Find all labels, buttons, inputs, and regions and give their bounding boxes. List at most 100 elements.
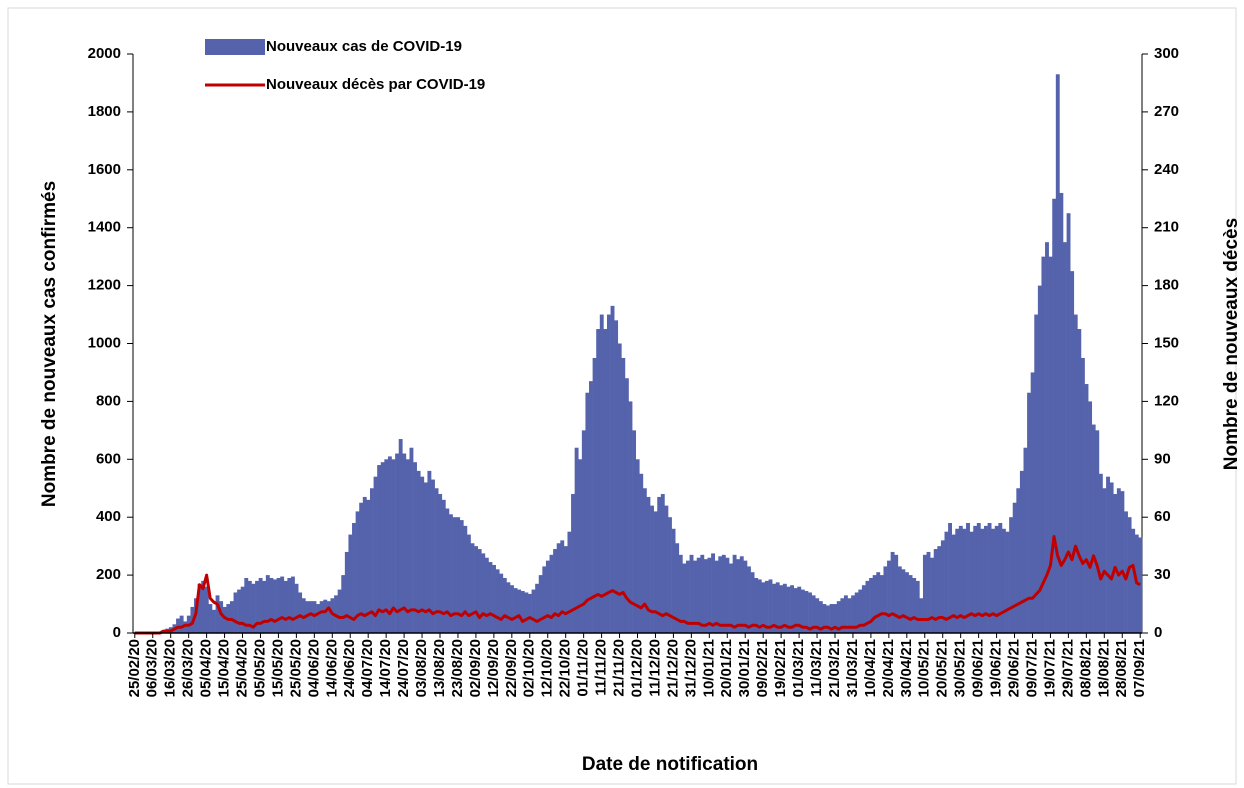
x-tick-label: 09/07/21 <box>1023 639 1040 697</box>
bar <box>858 589 863 633</box>
bar <box>818 601 823 633</box>
x-tick-label: 25/05/20 <box>287 639 304 697</box>
bar <box>743 560 748 633</box>
bar <box>1048 256 1053 633</box>
bar <box>987 522 992 633</box>
y2-tick-label: 60 <box>1154 508 1171 525</box>
bar <box>1077 329 1082 633</box>
y-tick-label: 0 <box>113 624 121 641</box>
bar <box>779 585 784 633</box>
bar <box>520 591 525 633</box>
bar <box>255 580 259 633</box>
bar <box>915 580 920 633</box>
bar <box>477 549 482 633</box>
x-tick-label: 30/01/21 <box>736 639 753 697</box>
y2-tick-label: 180 <box>1154 277 1179 294</box>
x-tick-label: 22/09/20 <box>503 639 520 697</box>
bar <box>879 575 884 633</box>
bar <box>1109 482 1114 633</box>
bar <box>517 589 522 633</box>
x-tick-label: 01/03/21 <box>790 639 807 697</box>
bar <box>797 586 802 633</box>
bar <box>991 528 996 633</box>
bar <box>714 560 719 633</box>
bar <box>592 357 597 633</box>
bar <box>434 488 439 633</box>
bar <box>603 329 608 633</box>
bar <box>384 459 389 633</box>
bar <box>624 378 629 633</box>
bar <box>958 525 963 633</box>
bar <box>1080 357 1085 633</box>
bar <box>614 320 619 633</box>
bar <box>772 583 777 633</box>
bar <box>721 554 726 633</box>
bar <box>750 572 755 633</box>
x-tick-label: 07/09/21 <box>1131 639 1148 697</box>
bar <box>531 589 536 633</box>
bar <box>1106 476 1110 633</box>
bar <box>800 589 805 633</box>
bar <box>703 559 708 633</box>
bar <box>427 470 432 633</box>
x-tick-label: 02/09/20 <box>467 639 484 697</box>
bar <box>668 517 672 633</box>
bar <box>976 522 981 633</box>
y-tick-label: 1400 <box>88 219 121 236</box>
bar <box>484 557 489 633</box>
bar <box>244 577 249 633</box>
bar <box>405 459 410 633</box>
bar <box>829 604 834 633</box>
bar <box>409 447 414 633</box>
bar <box>395 453 400 633</box>
bar <box>348 534 353 633</box>
bar <box>1052 198 1057 633</box>
bar <box>826 605 830 633</box>
bar <box>984 525 988 633</box>
bar <box>940 540 945 633</box>
bar <box>757 579 762 633</box>
bar <box>861 585 866 633</box>
bar <box>1116 488 1121 633</box>
bar <box>1041 256 1046 633</box>
x-tick-label: 24/06/20 <box>341 639 358 697</box>
bar <box>215 595 220 633</box>
bar <box>922 554 927 633</box>
x-tick-label: 31/12/20 <box>682 639 699 697</box>
x-tick-label: 19/02/21 <box>772 639 789 697</box>
y-tick-label: 1000 <box>88 334 121 351</box>
x-tick-label: 14/07/20 <box>377 639 394 697</box>
bar <box>1063 242 1067 634</box>
x-tick-label: 11/11/20 <box>593 639 610 696</box>
bar <box>197 583 202 633</box>
x-tick-label: 29/06/21 <box>1005 639 1022 697</box>
bar <box>211 609 216 633</box>
x-tick-label: 12/10/20 <box>539 639 556 697</box>
bar <box>962 528 967 633</box>
bar <box>581 430 586 633</box>
bar <box>280 576 285 633</box>
bar <box>301 598 306 633</box>
y-tick-label: 2000 <box>88 45 121 62</box>
bar <box>463 525 468 633</box>
bar <box>330 598 335 633</box>
y-tick-label: 600 <box>96 450 121 467</box>
bar <box>732 554 737 633</box>
x-tick-label: 11/12/20 <box>646 639 663 697</box>
bar <box>247 580 252 633</box>
x-tick-label: 15/04/20 <box>216 639 233 697</box>
bar <box>969 531 974 633</box>
bar <box>391 459 396 633</box>
bar <box>808 592 812 633</box>
bar <box>1084 384 1089 633</box>
x-tick-label: 21/03/21 <box>826 639 843 697</box>
bar <box>1138 537 1143 633</box>
bar <box>887 560 891 633</box>
bar <box>413 462 417 633</box>
bar <box>739 556 744 633</box>
bar <box>269 577 274 633</box>
x-tick-label: 29/07/21 <box>1059 639 1076 697</box>
bar <box>233 592 238 633</box>
bar <box>729 563 733 633</box>
